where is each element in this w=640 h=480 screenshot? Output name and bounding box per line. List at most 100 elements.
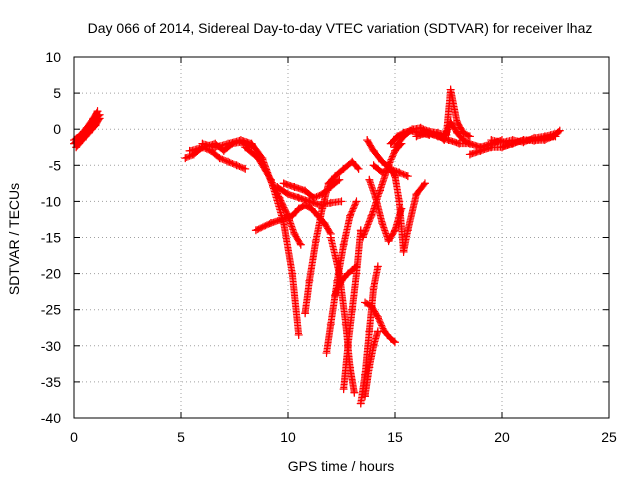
data-point xyxy=(391,143,399,152)
data-point xyxy=(91,121,100,130)
data-point xyxy=(487,136,496,145)
data-point xyxy=(412,132,421,141)
data-point xyxy=(403,226,412,235)
series-arc-9 xyxy=(273,182,346,210)
data-point xyxy=(399,132,408,141)
series-arc-11 xyxy=(301,157,363,318)
data-point xyxy=(367,211,376,220)
data-point xyxy=(386,334,395,343)
data-point xyxy=(305,197,314,206)
series-arc-17 xyxy=(361,327,382,401)
data-point xyxy=(369,146,378,155)
data-point xyxy=(476,146,485,155)
data-point xyxy=(380,327,389,336)
series-arc-7 xyxy=(241,143,305,249)
data-point xyxy=(247,139,256,148)
series-arc-12 xyxy=(322,197,361,358)
data-point xyxy=(322,349,331,358)
data-point xyxy=(343,269,352,278)
data-point xyxy=(339,164,348,173)
data-point xyxy=(378,219,387,228)
data-point xyxy=(241,143,250,152)
series-arc-20 xyxy=(361,298,399,347)
data-point xyxy=(337,197,346,206)
data-point xyxy=(305,276,314,285)
data-point xyxy=(373,312,382,321)
data-point xyxy=(391,226,399,235)
data-point xyxy=(376,186,385,195)
data-point xyxy=(395,197,404,206)
data-point xyxy=(320,219,329,228)
data-point xyxy=(82,123,91,132)
data-point xyxy=(331,172,340,181)
x-tick-label: 0 xyxy=(70,429,78,445)
data-point xyxy=(339,385,348,394)
data-point xyxy=(301,309,310,318)
data-point xyxy=(343,341,352,350)
data-point xyxy=(444,136,453,145)
data-point xyxy=(266,175,275,184)
data-point xyxy=(455,139,464,148)
data-point xyxy=(453,128,462,137)
data-point xyxy=(350,388,359,397)
data-point xyxy=(215,154,224,163)
data-point xyxy=(540,136,549,145)
data-point xyxy=(309,193,318,202)
y-tick-label: -25 xyxy=(41,302,61,318)
data-point xyxy=(369,284,378,293)
y-tick-label: 10 xyxy=(45,49,61,65)
data-point xyxy=(284,190,292,199)
data-point xyxy=(251,226,260,235)
data-point xyxy=(348,305,357,314)
data-point xyxy=(307,204,316,213)
data-point xyxy=(408,125,417,134)
series-arc-15 xyxy=(339,226,365,394)
data-point xyxy=(391,338,399,347)
data-point xyxy=(361,392,370,401)
data-point xyxy=(371,193,380,202)
data-point xyxy=(361,298,370,307)
data-point xyxy=(367,302,376,311)
data-point xyxy=(84,128,93,137)
data-point xyxy=(446,85,455,94)
series-arc-13 xyxy=(326,233,359,397)
series-arc-29 xyxy=(498,126,564,152)
data-point xyxy=(423,128,432,137)
y-tick-label: 5 xyxy=(53,85,61,101)
data-point xyxy=(395,168,404,177)
data-point xyxy=(288,211,297,220)
y-tick-label: 0 xyxy=(53,121,61,137)
data-point xyxy=(236,136,245,145)
data-point xyxy=(498,143,506,152)
y-tick-label: -30 xyxy=(41,338,61,354)
series-arc-4 xyxy=(181,143,250,173)
data-point xyxy=(254,154,263,163)
data-point xyxy=(232,161,241,170)
data-point xyxy=(324,179,333,188)
data-point xyxy=(326,233,335,242)
data-point xyxy=(288,269,297,278)
data-point xyxy=(326,320,335,329)
data-point xyxy=(277,215,286,224)
data-point xyxy=(508,139,517,148)
data-point xyxy=(348,157,357,166)
data-point xyxy=(365,327,374,336)
data-point xyxy=(335,175,344,184)
y-tick-label: -5 xyxy=(49,157,62,173)
data-point xyxy=(403,172,412,181)
data-point xyxy=(198,139,207,148)
data-point xyxy=(465,150,474,159)
data-point xyxy=(93,107,102,116)
data-point xyxy=(266,219,275,228)
data-point xyxy=(530,136,539,145)
data-point xyxy=(373,262,382,271)
data-point xyxy=(296,240,305,249)
data-point xyxy=(352,269,361,278)
y-tick-label: -20 xyxy=(41,266,61,282)
data-point xyxy=(211,143,220,152)
series-arc-22 xyxy=(369,161,429,256)
series-arc-10 xyxy=(279,175,344,202)
data-point xyxy=(391,172,399,181)
series-arc-14 xyxy=(331,262,361,300)
data-point xyxy=(519,136,528,145)
